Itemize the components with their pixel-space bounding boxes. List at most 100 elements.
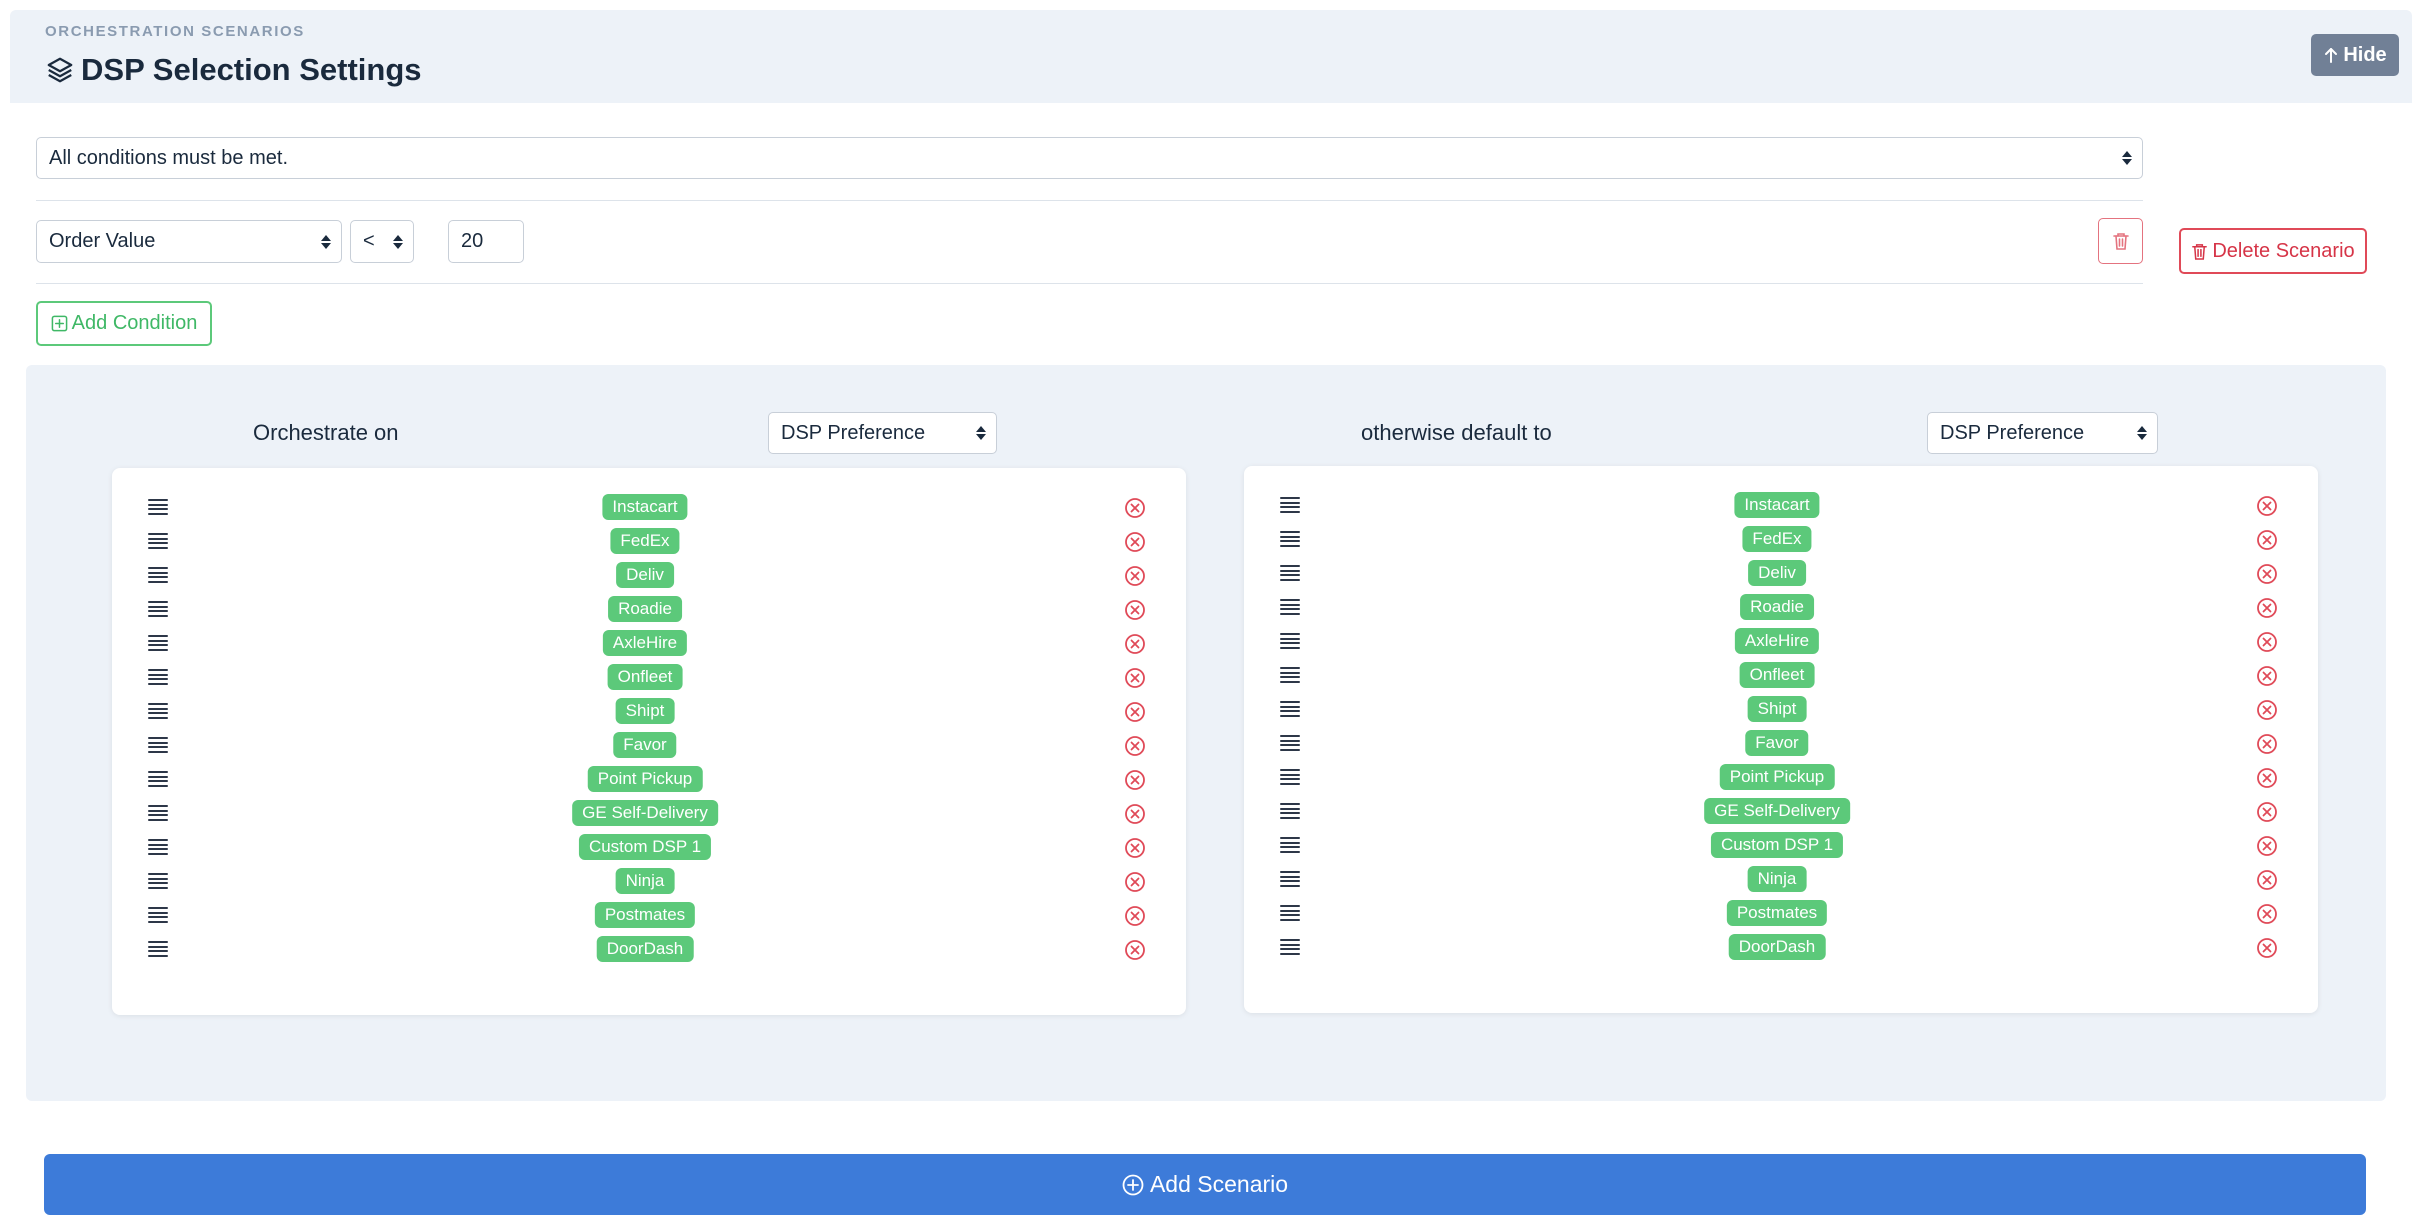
- fallback-dsp-list: Instacart FedEx Deliv Roadie AxleHire Onfleet…: [1244, 466, 2318, 1013]
- remove-dsp-icon[interactable]: [1124, 667, 1146, 689]
- dsp-name-badge: Shipt: [615, 698, 675, 724]
- remove-dsp-icon[interactable]: [1124, 599, 1146, 621]
- dsp-list-item[interactable]: Favor: [112, 728, 1186, 762]
- dsp-list-item[interactable]: Custom DSP 1: [112, 830, 1186, 864]
- remove-dsp-icon[interactable]: [2256, 665, 2278, 687]
- dsp-list-item[interactable]: DoorDash: [112, 932, 1186, 966]
- dsp-list-item[interactable]: Deliv: [112, 558, 1186, 592]
- drag-handle-icon[interactable]: [1280, 905, 1300, 921]
- drag-handle-icon[interactable]: [148, 737, 168, 753]
- drag-handle-icon[interactable]: [148, 669, 168, 685]
- drag-handle-icon[interactable]: [1280, 939, 1300, 955]
- dsp-list-item[interactable]: FedEx: [112, 524, 1186, 558]
- dsp-list-item[interactable]: Postmates: [112, 898, 1186, 932]
- remove-dsp-icon[interactable]: [1124, 701, 1146, 723]
- drag-handle-icon[interactable]: [1280, 565, 1300, 581]
- remove-dsp-icon[interactable]: [2256, 699, 2278, 721]
- dsp-list-item[interactable]: Shipt: [112, 694, 1186, 728]
- remove-dsp-icon[interactable]: [2256, 529, 2278, 551]
- remove-condition-button[interactable]: [2098, 218, 2143, 264]
- remove-dsp-icon[interactable]: [2256, 631, 2278, 653]
- remove-dsp-icon[interactable]: [2256, 733, 2278, 755]
- drag-handle-icon[interactable]: [1280, 497, 1300, 513]
- dsp-list-item[interactable]: Custom DSP 1: [1244, 828, 2318, 862]
- remove-dsp-icon[interactable]: [1124, 633, 1146, 655]
- drag-handle-icon[interactable]: [148, 703, 168, 719]
- remove-dsp-icon[interactable]: [1124, 735, 1146, 757]
- remove-dsp-icon[interactable]: [1124, 905, 1146, 927]
- dsp-list-item[interactable]: Roadie: [1244, 590, 2318, 624]
- drag-handle-icon[interactable]: [1280, 599, 1300, 615]
- add-scenario-button[interactable]: Add Scenario: [44, 1154, 2366, 1215]
- remove-dsp-icon[interactable]: [1124, 803, 1146, 825]
- dsp-list-item[interactable]: Ninja: [1244, 862, 2318, 896]
- dsp-list-item[interactable]: DoorDash: [1244, 930, 2318, 964]
- drag-handle-icon[interactable]: [1280, 769, 1300, 785]
- drag-handle-icon[interactable]: [1280, 633, 1300, 649]
- dsp-name-badge: FedEx: [610, 528, 680, 554]
- dsp-list-item[interactable]: Deliv: [1244, 556, 2318, 590]
- drag-handle-icon[interactable]: [148, 839, 168, 855]
- remove-dsp-icon[interactable]: [1124, 871, 1146, 893]
- drag-handle-icon[interactable]: [148, 567, 168, 583]
- dsp-list-item[interactable]: AxleHire: [112, 626, 1186, 660]
- dsp-list-item[interactable]: Shipt: [1244, 692, 2318, 726]
- remove-dsp-icon[interactable]: [1124, 497, 1146, 519]
- dsp-list-item[interactable]: Point Pickup: [1244, 760, 2318, 794]
- remove-dsp-icon[interactable]: [2256, 869, 2278, 891]
- drag-handle-icon[interactable]: [148, 873, 168, 889]
- drag-handle-icon[interactable]: [1280, 871, 1300, 887]
- dsp-list-item[interactable]: Point Pickup: [112, 762, 1186, 796]
- remove-dsp-icon[interactable]: [2256, 495, 2278, 517]
- dsp-list-item[interactable]: Postmates: [1244, 896, 2318, 930]
- dsp-name-badge: Instacart: [1734, 492, 1820, 518]
- dsp-list-item[interactable]: AxleHire: [1244, 624, 2318, 658]
- remove-dsp-icon[interactable]: [2256, 835, 2278, 857]
- drag-handle-icon[interactable]: [148, 601, 168, 617]
- add-condition-button[interactable]: Add Condition: [36, 301, 212, 346]
- dsp-list-item[interactable]: Instacart: [112, 490, 1186, 524]
- drag-handle-icon[interactable]: [1280, 667, 1300, 683]
- remove-dsp-icon[interactable]: [2256, 937, 2278, 959]
- remove-dsp-icon[interactable]: [2256, 563, 2278, 585]
- drag-handle-icon[interactable]: [148, 805, 168, 821]
- dsp-list-item[interactable]: Instacart: [1244, 488, 2318, 522]
- drag-handle-icon[interactable]: [148, 941, 168, 957]
- drag-handle-icon[interactable]: [1280, 735, 1300, 751]
- remove-dsp-icon[interactable]: [2256, 903, 2278, 925]
- delete-scenario-button[interactable]: Delete Scenario: [2179, 228, 2367, 274]
- remove-dsp-icon[interactable]: [1124, 769, 1146, 791]
- dsp-list-item[interactable]: Onfleet: [112, 660, 1186, 694]
- remove-dsp-icon[interactable]: [1124, 565, 1146, 587]
- drag-handle-icon[interactable]: [148, 533, 168, 549]
- drag-handle-icon[interactable]: [148, 771, 168, 787]
- dsp-list-item[interactable]: GE Self-Delivery: [1244, 794, 2318, 828]
- remove-dsp-icon[interactable]: [2256, 767, 2278, 789]
- condition-operator-select[interactable]: <: [350, 220, 414, 263]
- dsp-list-item[interactable]: Onfleet: [1244, 658, 2318, 692]
- condition-value-input[interactable]: 20: [448, 220, 524, 263]
- dsp-list-item[interactable]: Favor: [1244, 726, 2318, 760]
- drag-handle-icon[interactable]: [148, 635, 168, 651]
- dsp-list-item[interactable]: Ninja: [112, 864, 1186, 898]
- dsp-list-item[interactable]: Roadie: [112, 592, 1186, 626]
- remove-dsp-icon[interactable]: [2256, 801, 2278, 823]
- match-mode-select[interactable]: All conditions must be met.: [36, 137, 2143, 179]
- dsp-list-item[interactable]: GE Self-Delivery: [112, 796, 1186, 830]
- drag-handle-icon[interactable]: [148, 499, 168, 515]
- primary-strategy-select[interactable]: DSP Preference: [768, 412, 997, 454]
- drag-handle-icon[interactable]: [1280, 531, 1300, 547]
- drag-handle-icon[interactable]: [1280, 803, 1300, 819]
- remove-dsp-icon[interactable]: [1124, 939, 1146, 961]
- condition-field-select[interactable]: Order Value: [36, 220, 342, 263]
- remove-dsp-icon[interactable]: [1124, 837, 1146, 859]
- drag-handle-icon[interactable]: [148, 907, 168, 923]
- drag-handle-icon[interactable]: [1280, 701, 1300, 717]
- fallback-strategy-select[interactable]: DSP Preference: [1927, 412, 2158, 454]
- hide-button[interactable]: Hide: [2311, 34, 2399, 76]
- drag-handle-icon[interactable]: [1280, 837, 1300, 853]
- dsp-list-item[interactable]: FedEx: [1244, 522, 2318, 556]
- remove-dsp-icon[interactable]: [2256, 597, 2278, 619]
- remove-dsp-icon[interactable]: [1124, 531, 1146, 553]
- add-scenario-label: Add Scenario: [1149, 1171, 1289, 1197]
